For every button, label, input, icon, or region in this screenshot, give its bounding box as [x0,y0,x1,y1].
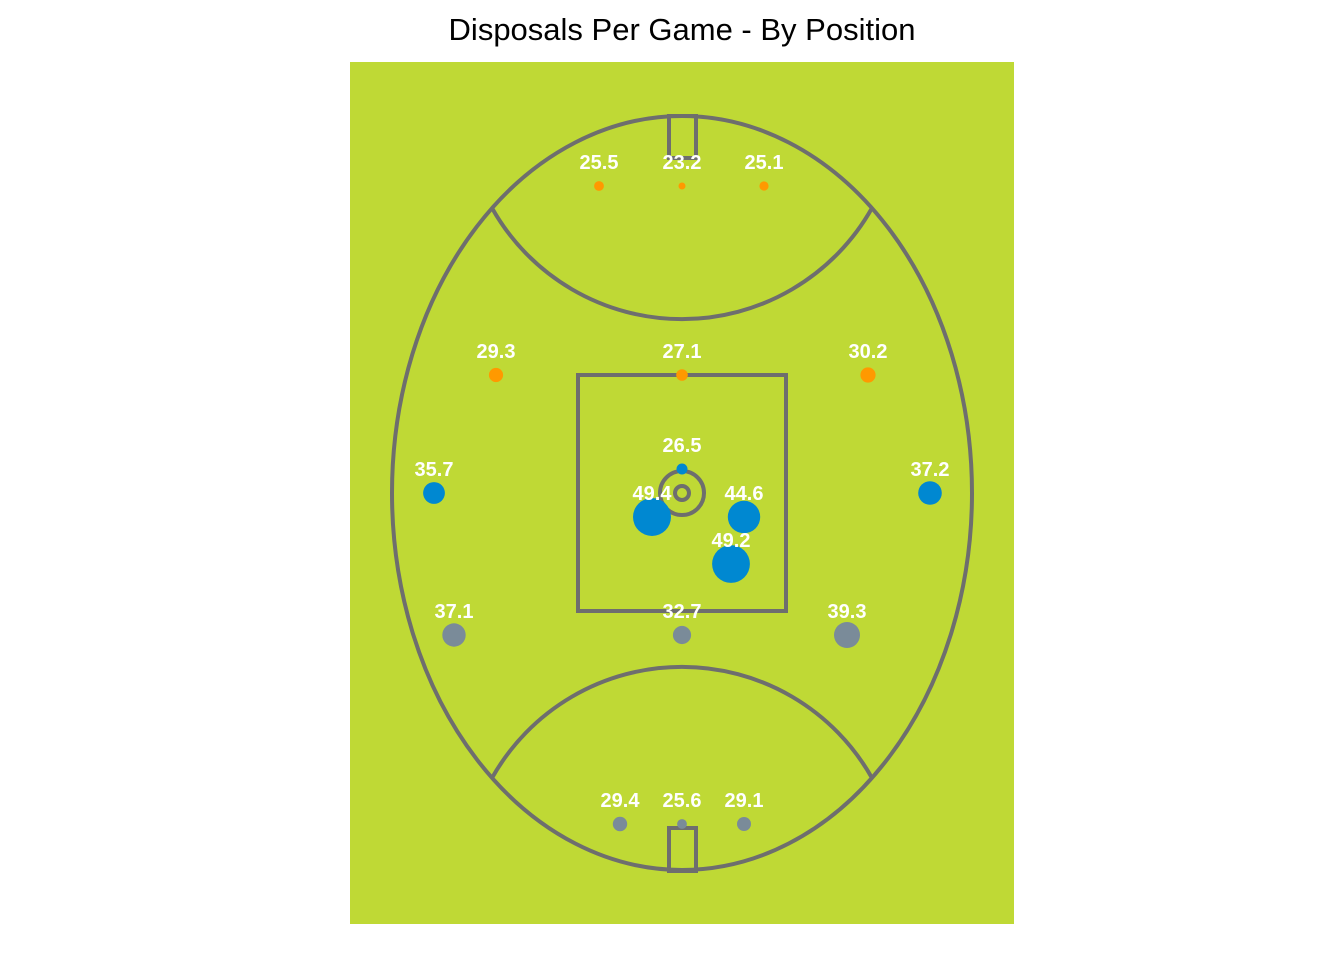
point-rbp [737,817,751,831]
point-lfp [594,181,604,191]
data-points [423,181,942,832]
label-chb: 32.7 [663,601,702,623]
chart-title: Disposals Per Game - By Position [449,12,916,47]
label-r: 44.6 [725,483,764,505]
label-lhf: 29.3 [477,341,516,363]
field-background [350,62,1014,924]
label-lfp: 25.5 [580,152,619,174]
label-lhb: 37.1 [435,601,474,623]
point-fb [677,819,687,829]
point-r [727,500,761,534]
centre-inner-circle [673,484,691,502]
point-ruck [676,463,688,475]
point-rhf [860,367,876,383]
label-rhf: 30.2 [849,341,888,363]
point-chb [672,625,692,645]
point-rr [633,498,671,536]
label-fb: 25.6 [663,790,702,812]
point-lw [423,482,445,504]
point-lhf [488,367,504,383]
point-rfp [759,181,769,191]
top-goal-square [667,114,698,160]
data-labels: 25.5 23.2 25.1 29.3 27.1 30.2 35.7 37.2 26.5 49.4… [415,152,950,812]
label-ruck: 26.5 [663,435,702,457]
bottom-50-arc [490,664,874,779]
label-chf: 27.1 [663,341,702,363]
point-lbp [612,816,628,832]
label-rhb: 39.3 [828,601,867,623]
point-chf [676,369,688,381]
label-c: 49.2 [712,530,751,552]
point-c [712,545,750,583]
top-50-arc [490,207,874,322]
point-lhb [442,623,466,647]
label-rr: 49.4 [633,483,673,505]
point-rhb [834,622,860,648]
label-lw: 35.7 [415,459,454,481]
label-rfp: 25.1 [745,152,784,174]
label-lbp: 29.4 [601,790,641,812]
label-rbp: 29.1 [725,790,764,812]
label-ff: 23.2 [663,152,702,174]
point-rw [918,481,942,505]
label-rw: 37.2 [911,459,950,481]
point-ff [678,182,686,190]
